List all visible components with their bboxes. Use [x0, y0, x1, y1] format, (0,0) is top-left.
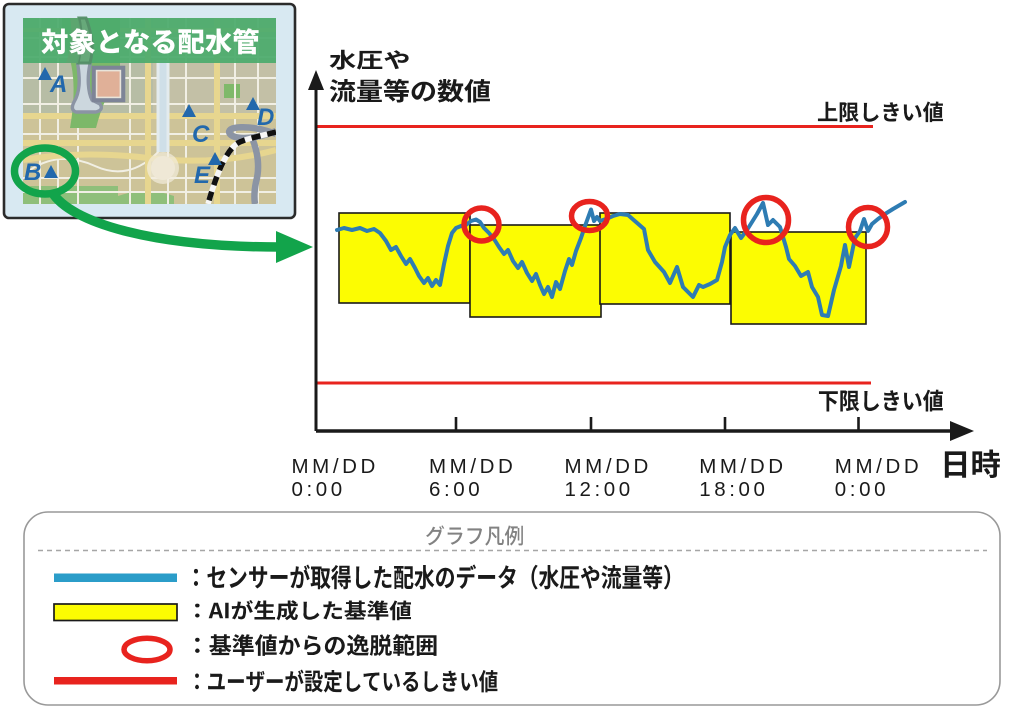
svg-text:D: D: [257, 104, 274, 131]
svg-text:MM/DD: MM/DD: [835, 455, 922, 478]
svg-text:MM/DD: MM/DD: [565, 455, 652, 478]
svg-text:B: B: [24, 159, 41, 186]
svg-text:6:00: 6:00: [429, 478, 483, 501]
svg-text:C: C: [192, 121, 210, 148]
svg-text:12:00: 12:00: [565, 478, 634, 501]
svg-text:MM/DD: MM/DD: [292, 455, 379, 478]
svg-text:18:00: 18:00: [699, 478, 768, 501]
svg-text:0:00: 0:00: [835, 478, 889, 501]
svg-text:E: E: [194, 162, 211, 189]
svg-text:A: A: [49, 71, 67, 98]
svg-text:MM/DD: MM/DD: [429, 455, 516, 478]
svg-text:MM/DD: MM/DD: [699, 455, 786, 478]
svg-text:0:00: 0:00: [292, 478, 346, 501]
